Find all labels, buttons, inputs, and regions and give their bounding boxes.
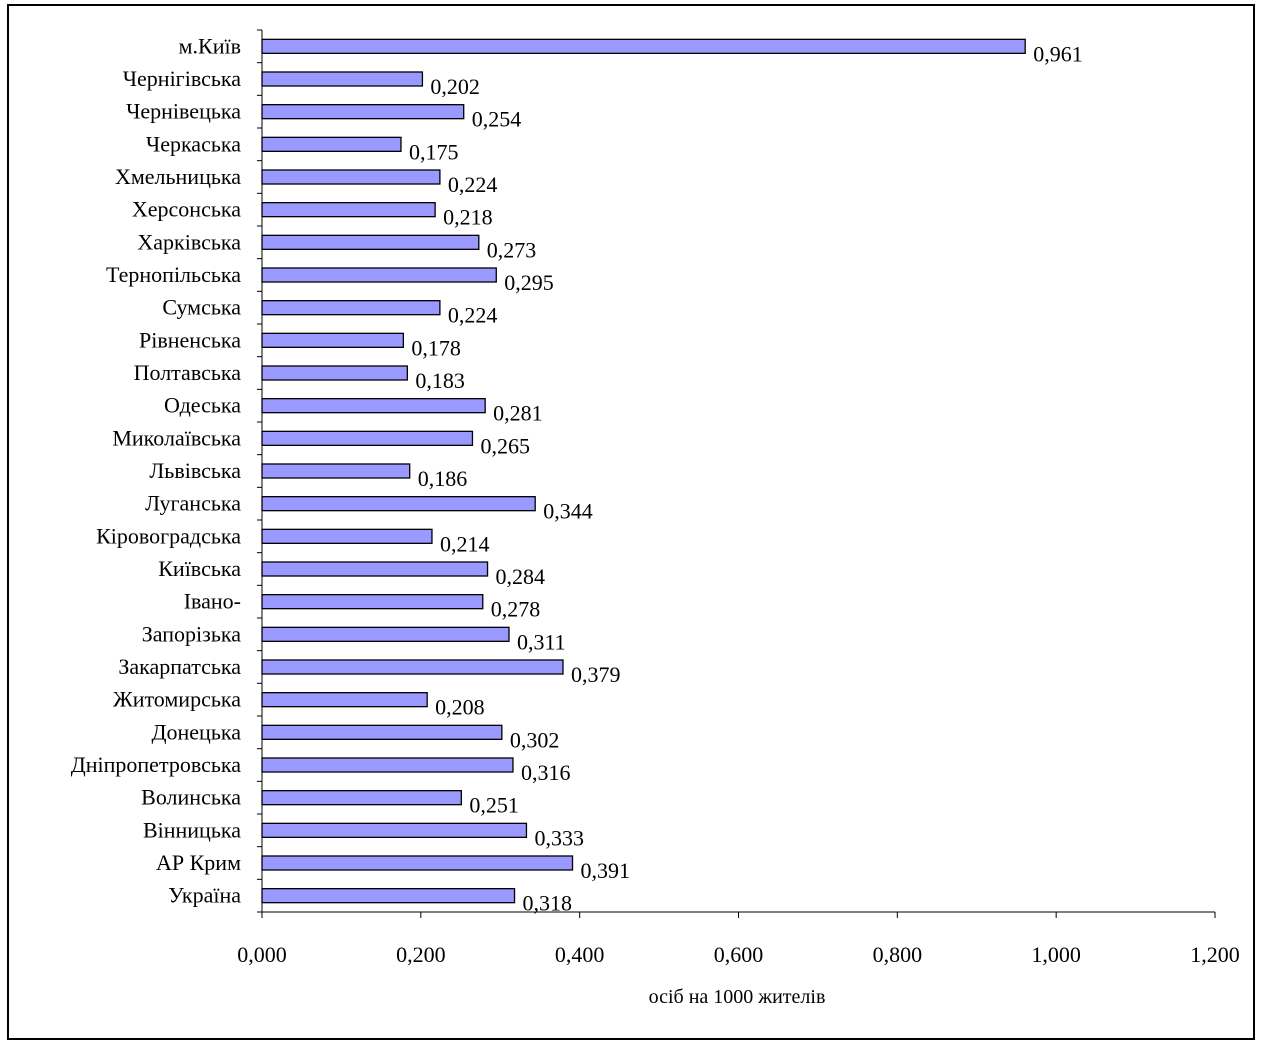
bar: [261, 104, 465, 120]
value-label: 0,273: [487, 237, 537, 262]
bar: [261, 202, 436, 218]
value-label: 0,218: [443, 205, 493, 230]
category-label: Полтавська: [134, 360, 242, 385]
bar: [261, 594, 484, 610]
category-label: Чернігівська: [123, 66, 241, 91]
category-label: Сумська: [162, 295, 241, 320]
category-label: м.Київ: [179, 33, 241, 58]
category-label: Херсонська: [132, 197, 241, 222]
bar: [261, 757, 514, 773]
value-label: 0,208: [435, 695, 485, 720]
category-label: Дніпропетровська: [71, 752, 241, 777]
category-label: Одеська: [164, 393, 241, 418]
bar: [261, 888, 516, 904]
category-label: Україна: [168, 883, 241, 908]
value-label: 0,961: [1033, 41, 1083, 66]
category-label: Житомирська: [113, 687, 241, 712]
x-tick-label: 0,200: [396, 942, 446, 967]
x-axis-title: осіб на 1000 жителів: [649, 986, 826, 1008]
bars: [261, 38, 1026, 904]
category-label: Черкаська: [146, 131, 241, 156]
bar: [261, 724, 503, 740]
x-tick-label: 1,200: [1190, 942, 1240, 967]
category-label: Чернівецька: [126, 99, 241, 124]
value-label: 0,333: [534, 825, 584, 850]
category-label: Запорізька: [142, 621, 241, 646]
bar: [261, 561, 489, 577]
value-label: 0,302: [510, 727, 560, 752]
category-label: Миколаївська: [112, 425, 241, 450]
bar: [261, 692, 428, 708]
category-label: Волинська: [141, 785, 241, 810]
x-tick-label: 0,400: [555, 942, 605, 967]
x-tick-label: 0,800: [873, 942, 923, 967]
bar: [261, 71, 424, 87]
bar: [261, 528, 433, 544]
category-label: Закарпатська: [118, 654, 241, 679]
bar: [261, 790, 462, 806]
category-label: Київська: [158, 556, 241, 581]
bar: [261, 332, 405, 348]
category-label: Хмельницька: [115, 164, 241, 189]
value-label: 0,254: [472, 107, 522, 132]
category-label: Кіровоградська: [96, 523, 241, 548]
bar: [261, 234, 480, 250]
bar: [261, 822, 528, 838]
bar: [261, 430, 474, 446]
chart-frame: [7, 4, 1255, 1040]
x-tick-label: 0,600: [714, 942, 764, 967]
value-label: 0,224: [448, 303, 498, 328]
category-label: Івано-: [184, 589, 241, 614]
value-label: 0,183: [415, 368, 465, 393]
value-label: 0,391: [581, 858, 631, 883]
bar: [261, 365, 408, 381]
bar: [261, 300, 441, 316]
value-label: 0,178: [411, 335, 461, 360]
bar: [261, 626, 510, 642]
value-label: 0,224: [448, 172, 498, 197]
value-label: 0,311: [517, 629, 566, 654]
value-label: 0,316: [521, 760, 571, 785]
bar: [261, 659, 564, 675]
category-label: Луганська: [145, 491, 241, 516]
bar: [261, 496, 536, 512]
value-label: 0,344: [543, 499, 593, 524]
value-label: 0,202: [430, 74, 480, 99]
category-label: АР Крим: [156, 850, 241, 875]
labels: Україна 0,318 АР Крим 0,391 Вінницька 0,333 Во…: [71, 33, 1083, 915]
bar: [261, 267, 497, 283]
value-label: 0,186: [418, 466, 468, 491]
category-label: Тернопільська: [106, 262, 241, 287]
category-label: Рівненська: [139, 327, 241, 352]
value-label: 0,284: [496, 564, 546, 589]
x-tick-label: 1,000: [1031, 942, 1081, 967]
value-label: 0,214: [440, 531, 490, 556]
category-label: Львівська: [149, 458, 241, 483]
value-label: 0,265: [480, 433, 530, 458]
category-label: Донецька: [152, 719, 242, 744]
bar: [261, 136, 402, 152]
bar: [261, 463, 411, 479]
category-label: Харківська: [137, 229, 241, 254]
value-label: 0,278: [491, 597, 541, 622]
value-label: 0,281: [493, 401, 543, 426]
bar: [261, 398, 486, 414]
value-label: 0,379: [571, 662, 621, 687]
value-label: 0,318: [523, 891, 573, 916]
value-label: 0,295: [504, 270, 554, 295]
bar: [261, 38, 1026, 54]
category-label: Вінницька: [143, 817, 241, 842]
value-label: 0,251: [469, 793, 518, 818]
bar: [261, 855, 574, 871]
value-label: 0,175: [409, 139, 459, 164]
bar: [261, 169, 441, 185]
x-tick-label: 0,000: [237, 942, 287, 967]
